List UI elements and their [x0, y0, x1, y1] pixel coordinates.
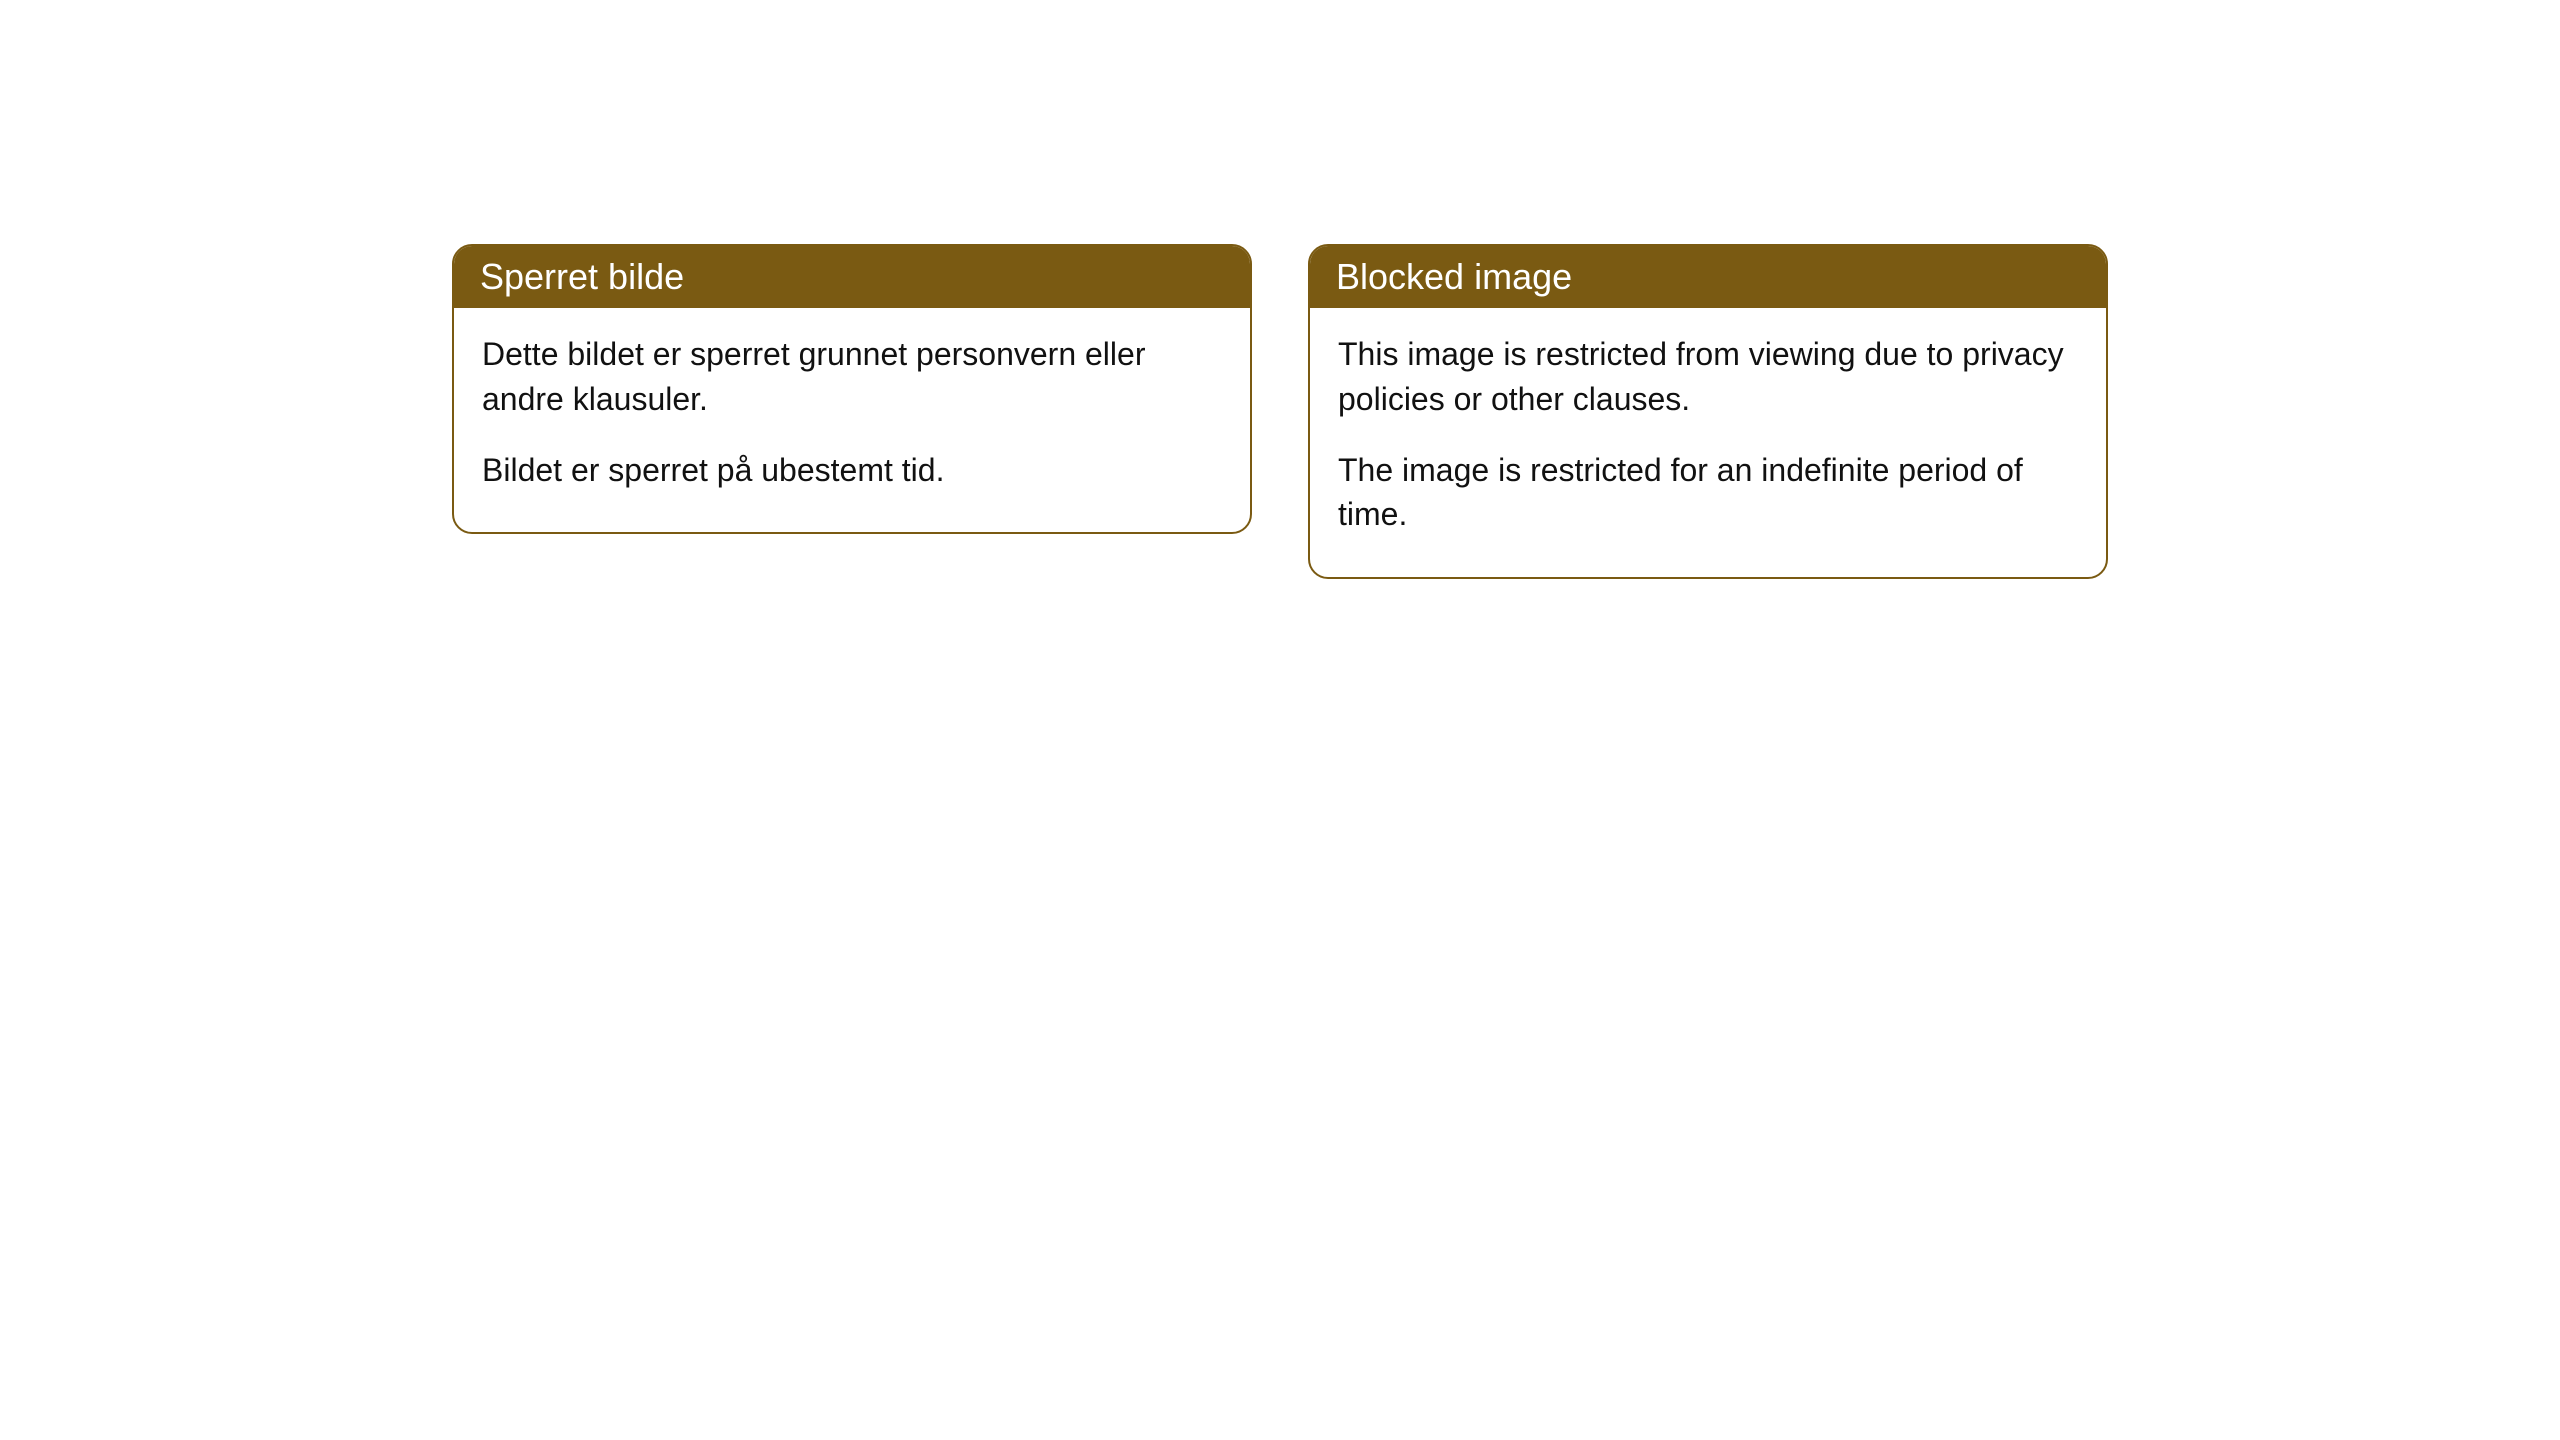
- card-paragraph-1: This image is restricted from viewing du…: [1338, 332, 2078, 422]
- card-paragraph-1: Dette bildet er sperret grunnet personve…: [482, 332, 1222, 422]
- card-body: This image is restricted from viewing du…: [1310, 308, 2106, 577]
- card-header: Sperret bilde: [454, 246, 1250, 308]
- card-body: Dette bildet er sperret grunnet personve…: [454, 308, 1250, 532]
- blocked-image-card-norwegian: Sperret bilde Dette bildet er sperret gr…: [452, 244, 1252, 534]
- card-header: Blocked image: [1310, 246, 2106, 308]
- card-paragraph-2: Bildet er sperret på ubestemt tid.: [482, 448, 1222, 493]
- card-title: Sperret bilde: [480, 256, 684, 297]
- card-title: Blocked image: [1336, 256, 1572, 297]
- card-paragraph-2: The image is restricted for an indefinit…: [1338, 448, 2078, 538]
- blocked-image-card-english: Blocked image This image is restricted f…: [1308, 244, 2108, 579]
